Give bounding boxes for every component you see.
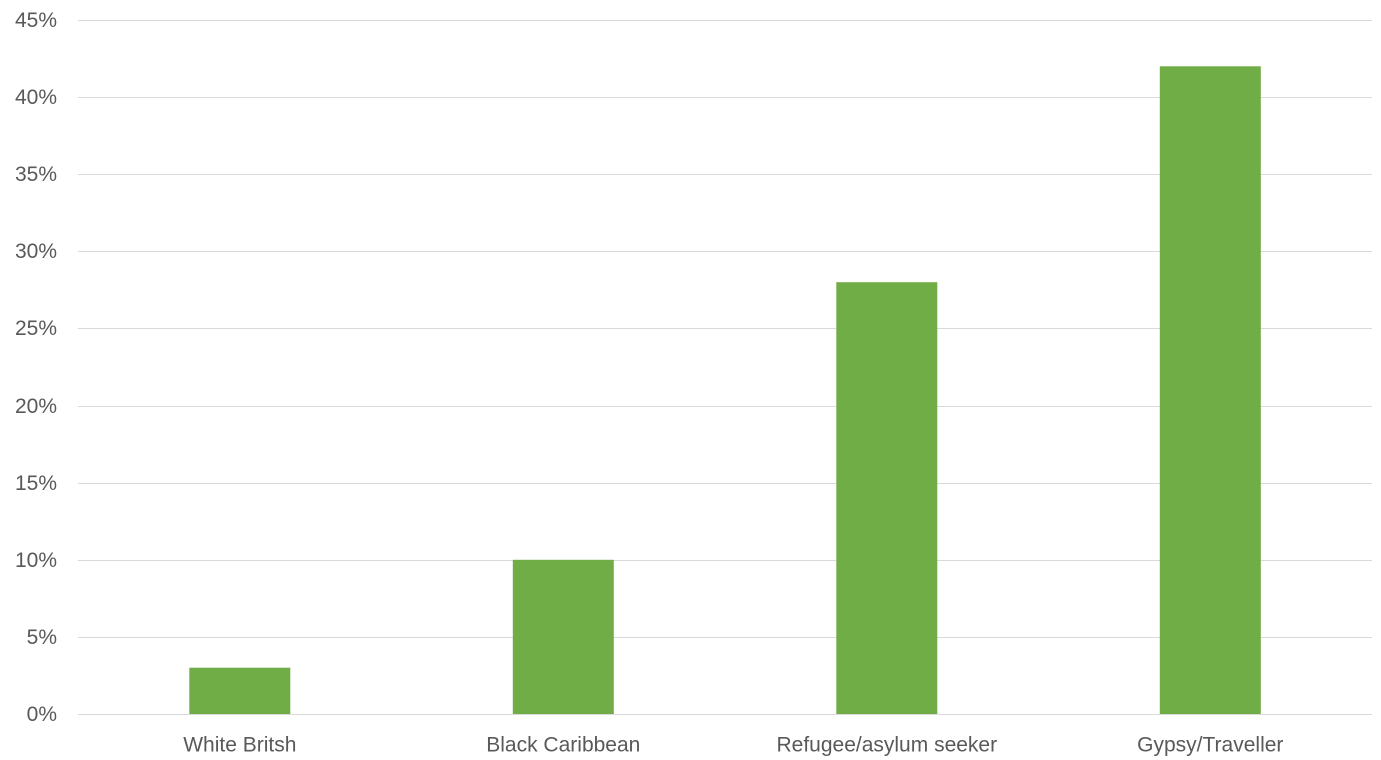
y-tick-label: 30% (15, 240, 57, 263)
y-tick-label: 20% (15, 395, 57, 418)
y-axis-tick-labels: 0% 5% 10% 15% 20% 25% 30% 35% 40% 45% (15, 9, 57, 726)
y-tick-label: 0% (27, 703, 57, 726)
y-tick-label: 35% (15, 163, 57, 186)
x-axis-category-labels: White Britsh Black Caribbean Refugee/asylu… (183, 734, 1283, 757)
x-category-label: Refugee/asylum seeker (776, 734, 997, 757)
y-tick-label: 40% (15, 86, 57, 109)
y-tick-label: 10% (15, 549, 57, 572)
y-tick-label: 15% (15, 472, 57, 495)
gridlines (78, 20, 1372, 715)
y-tick-label: 45% (15, 9, 57, 32)
y-tick-label: 25% (15, 317, 57, 340)
bar (512, 559, 614, 714)
bar (836, 282, 938, 714)
bars (189, 66, 1261, 715)
x-category-label: Black Caribbean (486, 734, 640, 757)
bar (189, 667, 291, 714)
x-category-label: Gypsy/Traveller (1137, 734, 1283, 757)
y-tick-label: 5% (27, 626, 57, 649)
x-category-label: White Britsh (183, 734, 296, 757)
bar (1159, 66, 1261, 715)
